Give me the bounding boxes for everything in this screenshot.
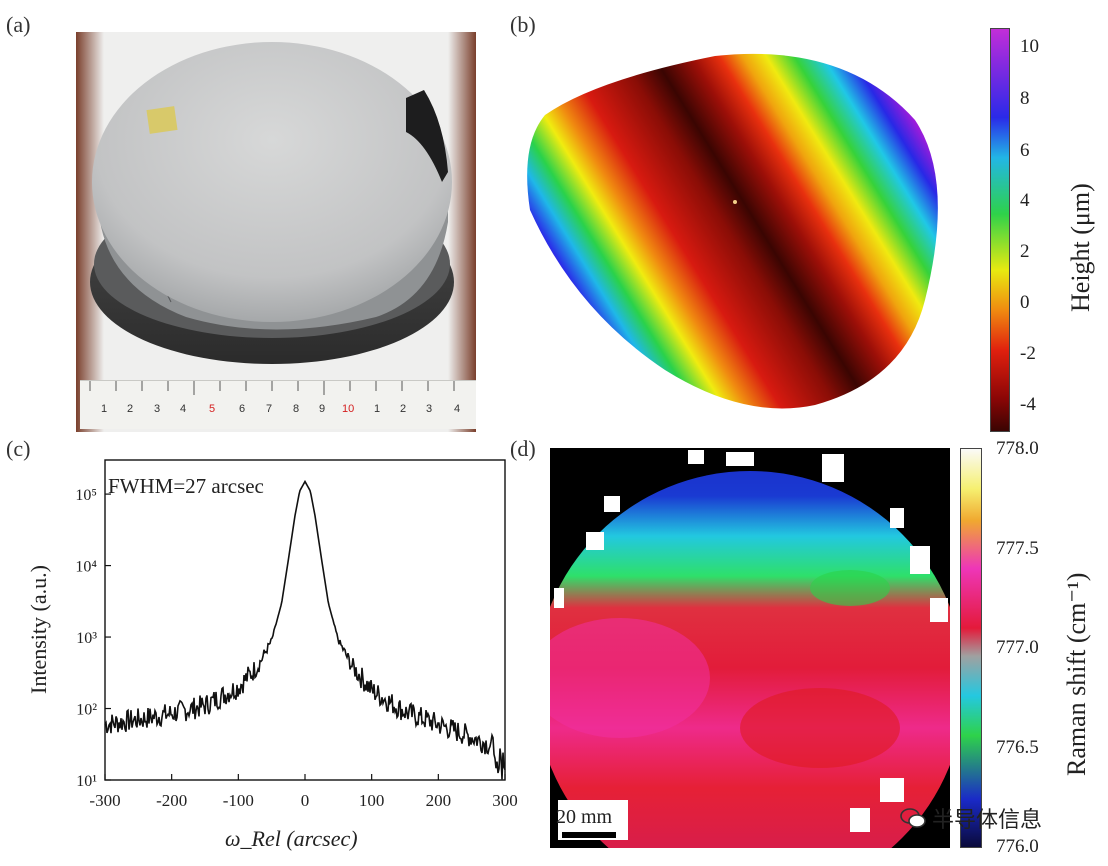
x-tick-label: 300	[492, 791, 518, 810]
height-colorbar	[990, 28, 1010, 432]
wafer-photo	[76, 32, 476, 432]
colorbar-tick: 8	[1020, 88, 1030, 109]
colorbar-tick: 776.5	[996, 737, 1039, 758]
colorbar-tick: 2	[1020, 241, 1030, 262]
colorbar-tick: -2	[1020, 343, 1036, 364]
ruler-number: 4	[454, 403, 461, 415]
height-colorbar-label: Height (μm)	[1066, 183, 1095, 312]
colorbar-tick: 777.0	[996, 637, 1039, 658]
raman-colorbar	[960, 448, 982, 848]
colorbar-tick: -4	[1020, 394, 1036, 415]
panel-b-label: (b)	[510, 12, 536, 37]
ruler-number: 2	[400, 403, 407, 415]
y-tick-label: 10²	[76, 702, 97, 719]
chart-annotation: FWHM=27 arcsec	[108, 474, 264, 498]
x-tick-label: 100	[359, 791, 385, 810]
x-tick-label: 200	[426, 791, 452, 810]
height-map	[515, 40, 945, 420]
panel-a-label: (a)	[6, 12, 31, 37]
x-tick-label: -200	[156, 791, 187, 810]
colorbar-tick: 6	[1020, 140, 1030, 161]
x-tick-label: 0	[301, 791, 310, 810]
scalebar-label: 20 mm	[556, 806, 613, 828]
panel-d-label: (d)	[510, 436, 536, 461]
colorbar-tick: 777.5	[996, 538, 1039, 559]
colorbar-tick: 10	[1020, 36, 1039, 57]
rocking-curve-chart: -300 -200 -100 0 100 200 300 10¹ 10² 10³ 10⁴ 10⁵	[40, 455, 520, 815]
ruler-number: 1	[101, 403, 108, 415]
ruler-number: 2	[127, 403, 134, 415]
ruler-number: 9	[319, 403, 326, 415]
ruler-number: 3	[426, 403, 433, 415]
colorbar-tick: 776.0	[996, 836, 1039, 857]
raman-map	[550, 448, 950, 848]
colorbar-tick: 4	[1020, 190, 1030, 211]
x-axis-label: ω_Rel (arcsec)	[225, 826, 358, 851]
ruler-number: 10	[342, 403, 355, 415]
ruler: 1 2 3 4 5 6 7 8 9 10 1 2 3 4	[80, 380, 476, 429]
colorbar-tick: 778.0	[996, 438, 1039, 459]
ruler-number: 4	[180, 403, 187, 415]
plot-frame	[104, 459, 506, 781]
x-tick-label: -100	[223, 791, 254, 810]
y-tick-label: 10¹	[76, 773, 97, 790]
panel-c-label: (c)	[6, 436, 31, 461]
ruler-number: 6	[239, 403, 246, 415]
ruler-number: 5	[209, 403, 216, 415]
series-line	[104, 479, 506, 780]
wechat-icon	[900, 807, 926, 829]
ruler-number: 1	[374, 403, 381, 415]
ruler-number: 3	[154, 403, 161, 415]
y-tick-label: 10⁵	[75, 487, 97, 504]
ruler-number: 7	[266, 403, 273, 415]
colorbar-tick: 0	[1020, 292, 1030, 313]
raman-colorbar-label: Raman shift (cm⁻¹)	[1062, 572, 1091, 776]
y-tick-label: 10⁴	[75, 559, 97, 576]
x-tick-label: -300	[89, 791, 120, 810]
watermark-text: 半导体信息	[932, 808, 1043, 833]
watermark: 半导体信息	[900, 802, 1042, 834]
ruler-number: 8	[293, 403, 300, 415]
scalebar	[562, 832, 616, 838]
y-tick-label: 10³	[76, 630, 97, 647]
